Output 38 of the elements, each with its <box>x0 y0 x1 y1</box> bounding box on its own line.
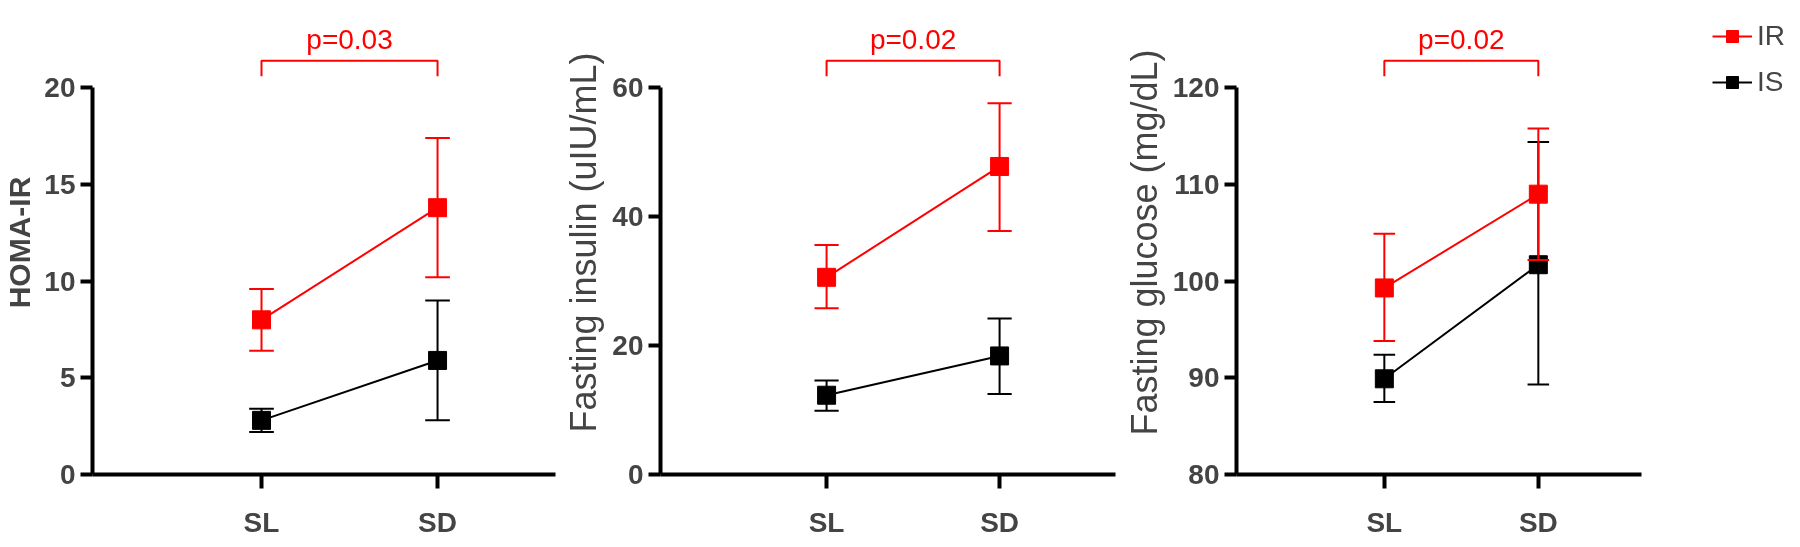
y-tick-label: 100 <box>1172 265 1220 297</box>
x-tick-label: SD <box>418 506 458 538</box>
y-tick-label: 80 <box>1188 459 1220 490</box>
y-axis-title: Fasting glucose (mg/dL) <box>1123 49 1165 436</box>
point <box>990 156 1010 176</box>
point <box>428 350 448 370</box>
y-axis-title: Fasting insulin (uIU/mL) <box>563 52 605 433</box>
x-tick-label: SL <box>243 506 280 538</box>
y-tick-label: 5 <box>59 362 76 394</box>
point <box>990 346 1010 366</box>
y-tick-label: 0 <box>59 459 76 490</box>
point <box>817 385 837 405</box>
legend-label: IR <box>1757 20 1785 52</box>
x-tick-label: SD <box>980 506 1020 538</box>
text: p=0.03 <box>306 23 393 55</box>
point <box>1528 184 1548 204</box>
y-tick-label: 60 <box>612 72 644 104</box>
point <box>252 310 271 330</box>
point <box>817 267 837 287</box>
point <box>1374 278 1394 298</box>
x-tick-label: SL <box>808 506 845 538</box>
y-tick-label: 0 <box>627 459 644 490</box>
point <box>428 198 448 218</box>
point <box>1374 369 1394 389</box>
legend-label: IS <box>1757 66 1784 98</box>
x-tick-label: SL <box>1366 506 1403 538</box>
y-tick-label: 10 <box>44 265 76 297</box>
x-tick-label: SD <box>1518 506 1558 538</box>
y-tick-label: 20 <box>612 330 644 362</box>
y-axis-title: HOMA-IR <box>3 176 37 309</box>
y-tick-label: 110 <box>1174 169 1220 200</box>
y-tick-label: 20 <box>44 72 76 104</box>
text: p=0.02 <box>869 23 957 55</box>
text: p=0.02 <box>1418 23 1505 55</box>
y-tick-label: 40 <box>612 201 644 233</box>
y-tick-label: 90 <box>1188 362 1220 394</box>
y-tick-label: 120 <box>1172 72 1220 104</box>
y-tick-label: 15 <box>44 169 76 200</box>
